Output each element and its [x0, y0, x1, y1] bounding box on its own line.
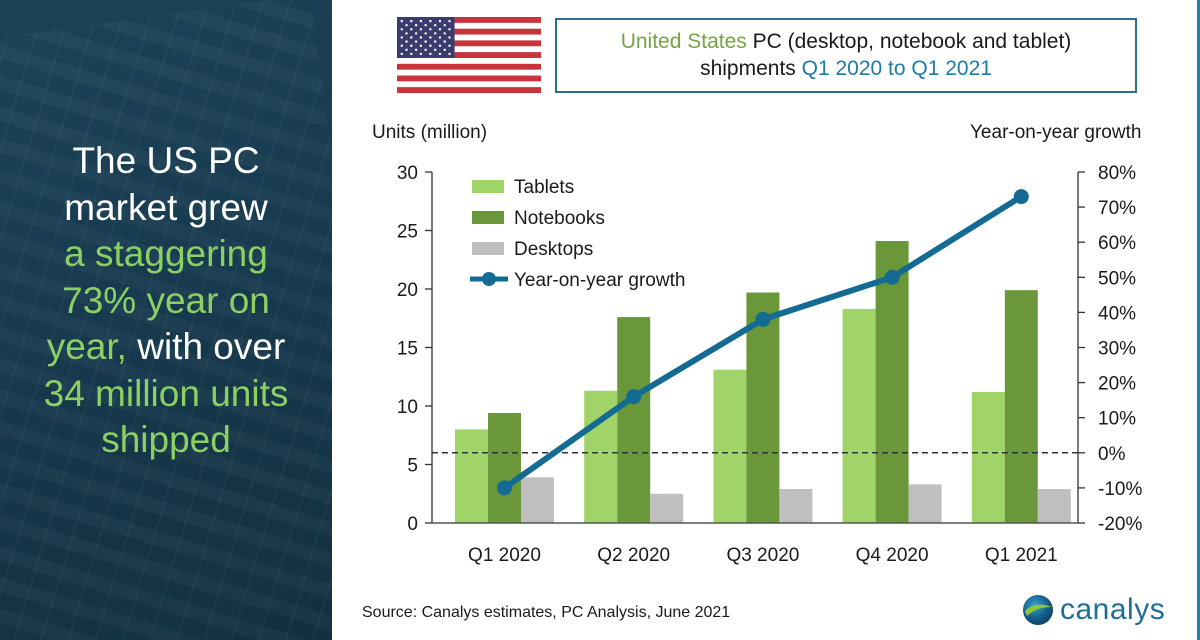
- growth-line-layer: [497, 189, 1029, 496]
- headline-line-highlight: 34 million units: [43, 372, 289, 414]
- left-tick-label: 0: [407, 514, 418, 535]
- bar-notebooks-q1-2020: [488, 413, 521, 523]
- bar-tablets-q2-2020: [584, 390, 618, 523]
- bar-tablets-q1-2020: [455, 429, 488, 523]
- chart-title-line-1: United States PC (desktop, notebook and …: [557, 28, 1135, 55]
- right-tick-label: 0%: [1098, 444, 1126, 465]
- x-tick-label: Q4 2020: [856, 545, 929, 566]
- left-panel: The US PC market grew a staggering 73% y…: [0, 0, 332, 640]
- bar-notebooks-q4-2020: [875, 241, 909, 523]
- growth-line: [502, 194, 1023, 491]
- title-measure: shipments: [700, 57, 802, 80]
- growth-point-q3-2020: [755, 311, 771, 327]
- logo-text: canalys: [1060, 593, 1166, 626]
- headline-text: with over: [126, 326, 286, 367]
- headline: The US PC market grew a staggering 73% y…: [0, 138, 332, 464]
- headline-line-highlight: 73% year on: [62, 279, 270, 321]
- growth-point-q2-2020: [626, 389, 642, 405]
- bars-layer: [455, 241, 1071, 523]
- us-flag-icon: [397, 17, 541, 93]
- left-tick-label: 30: [397, 163, 418, 184]
- right-border: [1197, 0, 1200, 640]
- right-tick-label: 30%: [1098, 339, 1136, 360]
- left-tick-label: 25: [397, 222, 418, 243]
- chart-title-box: United States PC (desktop, notebook and …: [555, 18, 1137, 93]
- x-tick-label: Q1 2020: [468, 545, 541, 566]
- canalys-logo: canalys: [1022, 594, 1165, 626]
- bar-desktops-q4-2020: [908, 484, 942, 523]
- title-country: United States: [620, 30, 747, 53]
- chart-title-line-2: shipments Q1 2020 to Q1 2021: [557, 55, 1135, 82]
- left-tick-label: 10: [397, 397, 418, 418]
- bar-desktops-q1-2021: [1037, 489, 1071, 523]
- legend-swatch-tablets: [472, 180, 504, 193]
- right-tick-label: 60%: [1098, 233, 1136, 254]
- bar-tablets-q4-2020: [842, 308, 876, 523]
- legend-label: Desktops: [514, 239, 593, 260]
- bar-desktops-q2-2020: [650, 493, 684, 523]
- headline-line-highlight: shipped: [101, 419, 231, 460]
- bar-notebooks-q1-2021: [1004, 290, 1038, 523]
- globe-icon: [1023, 595, 1053, 625]
- bar-desktops-q3-2020: [779, 489, 813, 523]
- bar-tablets-q3-2020: [713, 369, 747, 523]
- legend-swatch-growth-marker: [482, 272, 496, 286]
- axes-layer: 0 5 10 15 20 25 30 -20% -10% 0% 10% 20% 30% 40% 50% 60%…: [397, 163, 1143, 566]
- left-tick-label: 20: [397, 280, 418, 301]
- source-note: Source: Canalys estimates, PC Analysis, …: [362, 604, 731, 621]
- left-tick-label: 15: [397, 339, 418, 360]
- x-tick-label: Q2 2020: [597, 545, 670, 566]
- growth-point-q1-2021: [1013, 189, 1029, 205]
- right-tick-label: 20%: [1098, 374, 1136, 395]
- headline-highlight: year,: [46, 326, 127, 367]
- right-tick-label: 50%: [1098, 268, 1136, 289]
- legend-swatch-desktops: [472, 242, 504, 255]
- right-tick-label: 40%: [1098, 303, 1136, 324]
- legend: Tablets Notebooks Desktops Year-on-year gro…: [470, 177, 685, 291]
- bar-notebooks-q3-2020: [746, 292, 780, 523]
- title-period: Q1 2020 to Q1 2021: [801, 57, 992, 80]
- growth-point-q1-2020: [497, 480, 512, 496]
- legend-label: Year-on-year growth: [514, 270, 685, 291]
- right-tick-label: 80%: [1098, 163, 1136, 184]
- headline-line: The US PC: [72, 140, 260, 181]
- growth-point-q4-2020: [884, 269, 900, 285]
- headline-line: market grew: [64, 186, 268, 228]
- left-tick-label: 5: [407, 456, 418, 477]
- bar-tablets-q1-2021: [971, 391, 1005, 523]
- headline-line: year, with over: [0, 324, 332, 371]
- bar-notebooks-q2-2020: [617, 317, 651, 523]
- legend-label: Notebooks: [514, 208, 605, 229]
- legend-swatch-notebooks: [472, 211, 504, 224]
- right-tick-label: 70%: [1098, 198, 1136, 219]
- x-tick-label: Q1 2021: [985, 545, 1058, 566]
- bar-desktops-q1-2020: [521, 477, 554, 523]
- left-axis-title: Units (million): [372, 122, 488, 143]
- right-tick-label: 10%: [1098, 409, 1136, 430]
- right-tick-label: -20%: [1098, 514, 1142, 535]
- right-axis-title: Year-on-year growth: [970, 122, 1142, 143]
- headline-line-highlight: a staggering: [64, 233, 268, 274]
- x-tick-label: Q3 2020: [726, 545, 799, 566]
- title-subject: PC (desktop, notebook and tablet): [746, 30, 1072, 53]
- legend-label: Tablets: [514, 177, 574, 198]
- right-tick-label: -10%: [1098, 479, 1142, 500]
